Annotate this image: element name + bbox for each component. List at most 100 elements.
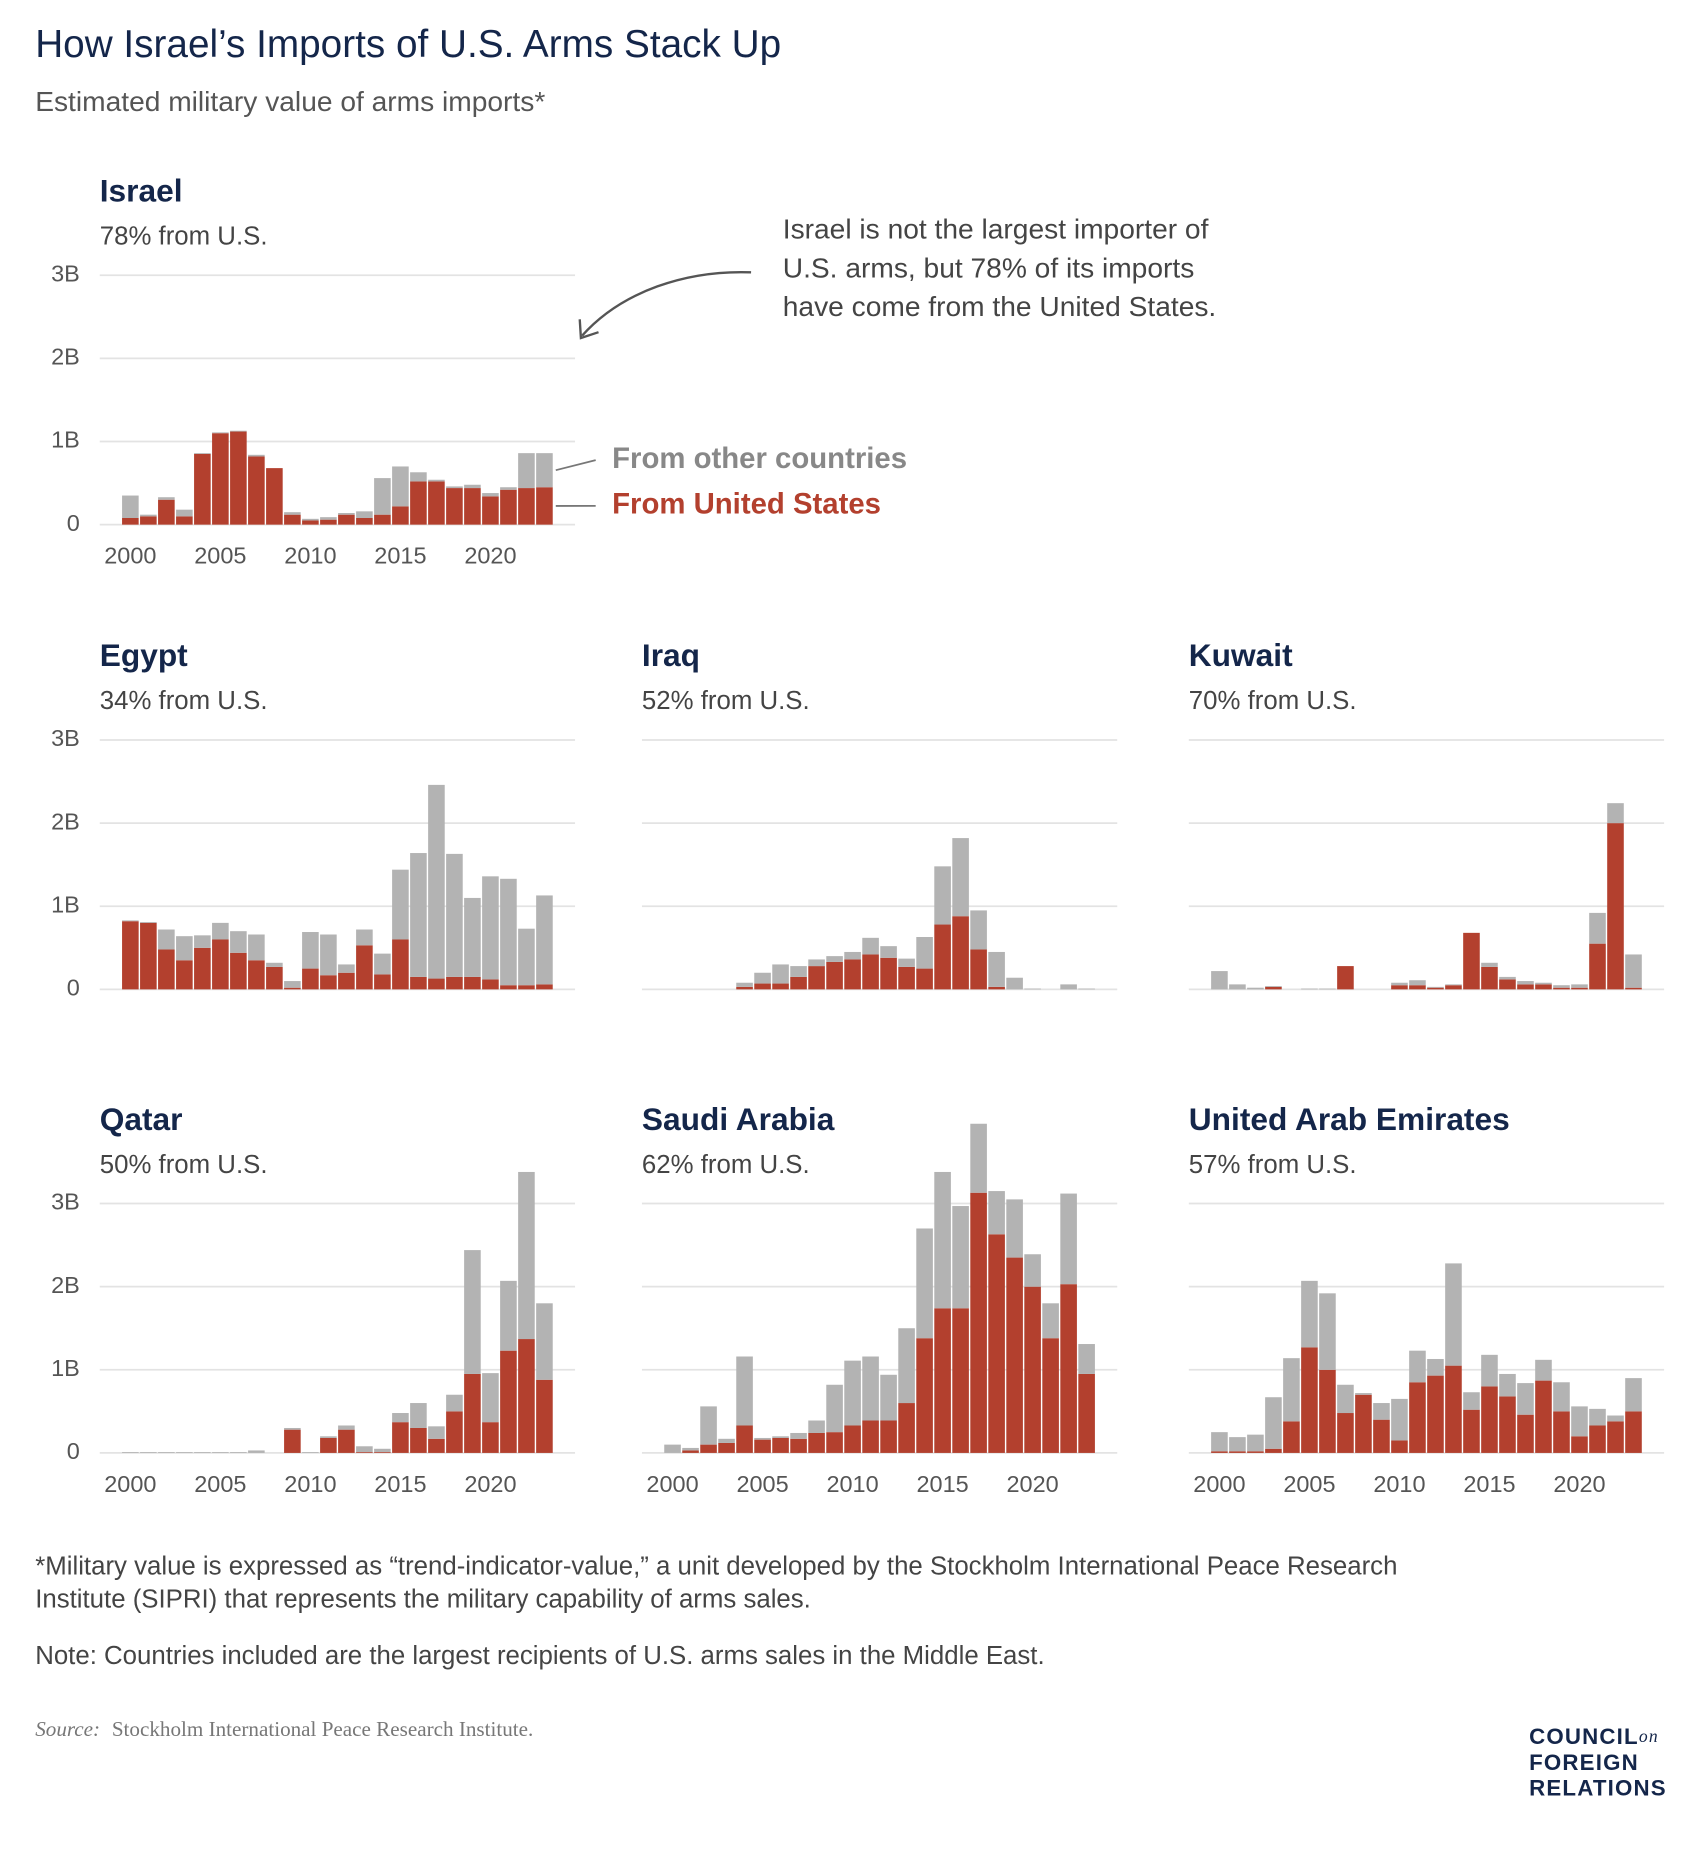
bar-segment — [1607, 823, 1624, 990]
bar-segment — [682, 1450, 699, 1453]
bar-segment — [916, 968, 933, 990]
bar-segment — [1229, 984, 1246, 990]
note: Note: Countries included are the largest… — [35, 1642, 1044, 1670]
bar-segment — [754, 983, 771, 990]
bar-segment — [916, 1228, 933, 1339]
bar-segment — [898, 1328, 915, 1404]
bar-segment — [266, 966, 283, 990]
panel-title: Saudi Arabia — [642, 1101, 835, 1137]
bar-segment — [1535, 982, 1552, 985]
bar-segment — [176, 960, 193, 990]
bar-segment — [1024, 988, 1041, 990]
bar-segment — [754, 1437, 771, 1440]
bar-segment — [518, 1171, 535, 1340]
bar-segment — [392, 466, 409, 507]
bar-segment — [500, 878, 517, 986]
bar-segment — [446, 486, 463, 489]
bar-segment — [1301, 1280, 1318, 1348]
bar-segment — [248, 934, 265, 961]
bar-segment — [1265, 1448, 1282, 1453]
bar-segment — [122, 517, 139, 525]
annotation: Israel is not the largest importer of U.… — [783, 214, 1217, 322]
bar-segment — [482, 493, 499, 497]
x-tick-label: 2005 — [194, 543, 246, 569]
bar-segment — [952, 1308, 969, 1453]
bar-segment — [1337, 1413, 1354, 1453]
arrow-head — [578, 319, 599, 340]
bar-segment — [1409, 1350, 1426, 1383]
bar-segment — [736, 1356, 753, 1426]
bar-segment — [122, 921, 139, 990]
bar-segment — [1078, 988, 1095, 990]
logo-line: FOREIGN — [1529, 1750, 1639, 1775]
bar-segment — [518, 928, 535, 986]
bar-segment — [1481, 1386, 1498, 1453]
bar-segment — [536, 1303, 553, 1380]
bar-segment — [1078, 1373, 1095, 1453]
bar-segment — [1229, 1437, 1246, 1452]
bar-segment — [1517, 1383, 1534, 1415]
bar-segment — [518, 488, 535, 525]
bar-segment — [284, 1427, 301, 1430]
bar-segment — [464, 1250, 481, 1374]
bar-segment — [1078, 1344, 1095, 1374]
bar-segment — [410, 1427, 427, 1453]
bar-segment — [428, 481, 445, 525]
bar-segment — [1535, 1359, 1552, 1381]
bar-segment — [392, 939, 409, 990]
bar-segment — [374, 514, 391, 525]
y-tick-label: 2B — [51, 1272, 80, 1298]
bar-segment — [284, 512, 301, 515]
bar-segment — [140, 922, 157, 990]
x-tick-label: 2015 — [1463, 1471, 1515, 1497]
bar-segment — [500, 985, 517, 990]
bar-segment — [212, 432, 229, 434]
panel-subtitle: 57% from U.S. — [1189, 1151, 1357, 1179]
bar-segment — [464, 484, 481, 489]
bar-segment — [446, 976, 463, 990]
bar-segment — [428, 1426, 445, 1439]
bar-segment — [1427, 987, 1444, 990]
bar-segment — [1553, 987, 1570, 990]
bar-segment — [1006, 1257, 1023, 1453]
bar-segment — [1553, 1382, 1570, 1412]
bar-segment — [482, 876, 499, 980]
bar-segment — [176, 509, 193, 517]
bar-segment — [338, 972, 355, 990]
footnote-line: Institute (SIPRI) that represents the mi… — [35, 1586, 811, 1614]
bar-segment — [1409, 985, 1426, 990]
bar-segment — [952, 838, 969, 917]
bar-segment — [1445, 1365, 1462, 1453]
bar-segment — [266, 468, 283, 525]
annotation-arrow — [581, 271, 752, 337]
panel-subtitle: 34% from U.S. — [100, 687, 268, 715]
x-tick-label: 2010 — [284, 1471, 336, 1497]
bar-segment — [284, 514, 301, 525]
bar-segment — [338, 1429, 355, 1453]
bar-segment — [1463, 1392, 1480, 1410]
bar-segment — [1211, 971, 1228, 990]
bar-segment — [1553, 985, 1570, 988]
bar-segment — [754, 1439, 771, 1453]
bar-segment — [338, 514, 355, 525]
bar-segment — [1024, 1286, 1041, 1453]
bar-segment — [1571, 987, 1588, 990]
bar-segment — [176, 1452, 193, 1453]
x-tick-label: 2020 — [464, 1471, 516, 1497]
bar-segment — [320, 517, 337, 520]
bar-segment — [718, 1442, 735, 1453]
bar-segment — [320, 1437, 337, 1453]
bar-segment — [1319, 1293, 1336, 1370]
y-tick-label: 3B — [51, 260, 80, 286]
bar-segment — [880, 1374, 897, 1421]
bar-segment — [862, 1356, 879, 1421]
bar-segment — [970, 1123, 987, 1193]
panel-title: Israel — [100, 172, 183, 208]
bar-segment — [952, 1206, 969, 1309]
bar-segment — [428, 784, 445, 979]
bar-segment — [844, 1425, 861, 1453]
bar-segment — [718, 1438, 735, 1443]
bar-segment — [122, 495, 139, 518]
bar-segment — [122, 920, 139, 922]
